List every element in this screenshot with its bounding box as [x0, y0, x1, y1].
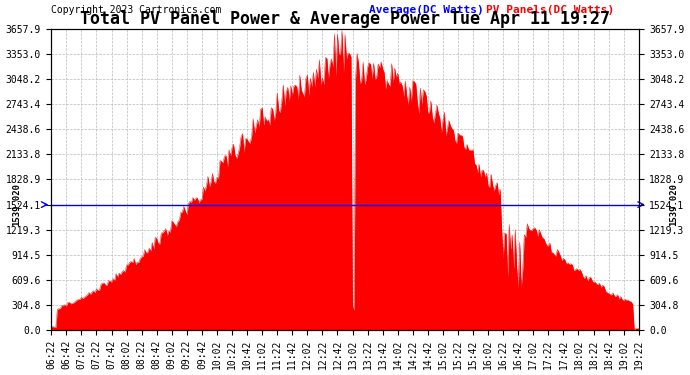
Text: 1539.020: 1539.020 [12, 183, 21, 226]
Text: Copyright 2023 Cartronics.com: Copyright 2023 Cartronics.com [50, 5, 221, 15]
Text: PV Panels(DC Watts): PV Panels(DC Watts) [486, 5, 615, 15]
Title: Total PV Panel Power & Average Power Tue Apr 11 19:27: Total PV Panel Power & Average Power Tue… [80, 10, 610, 28]
Text: Average(DC Watts): Average(DC Watts) [368, 5, 483, 15]
Text: 1539.020: 1539.020 [669, 183, 678, 226]
